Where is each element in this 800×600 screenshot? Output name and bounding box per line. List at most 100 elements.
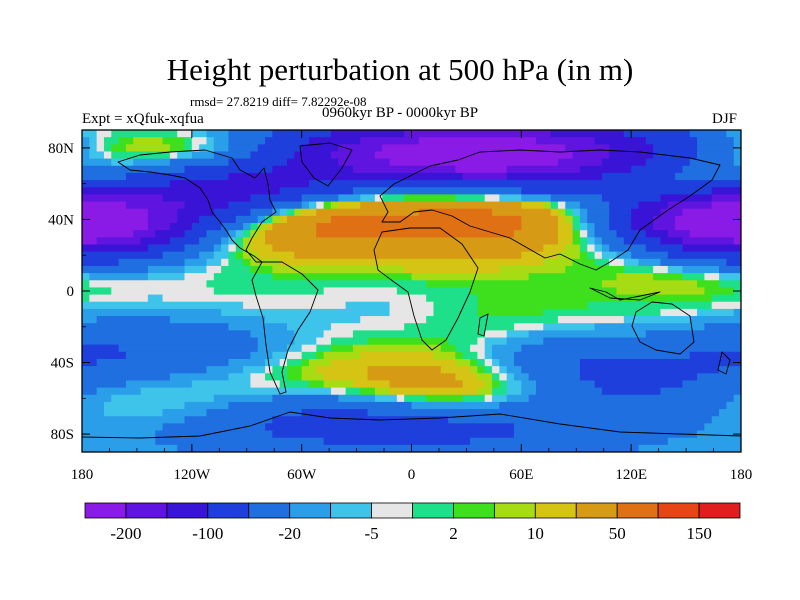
colorbar-box — [698, 502, 741, 519]
field-cell — [660, 208, 684, 217]
field-cell — [484, 344, 493, 353]
field-cell — [140, 387, 332, 396]
field-cell — [367, 373, 457, 382]
field-cell — [338, 144, 383, 153]
field-cell — [733, 151, 741, 160]
field-cell — [711, 201, 741, 210]
field-cell — [213, 287, 325, 296]
field-cell — [550, 208, 559, 217]
field-cell — [484, 330, 508, 339]
field-cell — [272, 223, 317, 231]
field-cell — [653, 265, 669, 274]
field-cell — [316, 351, 325, 360]
field-cell — [492, 380, 500, 389]
field-cell — [206, 130, 230, 138]
field-cell — [470, 344, 486, 353]
colorbar-box — [330, 502, 372, 519]
field-cell — [704, 273, 720, 281]
field-cell — [330, 344, 354, 353]
field-cell — [426, 394, 464, 403]
field-cell — [462, 394, 486, 403]
field-cell — [257, 144, 303, 153]
field-cell — [184, 244, 215, 253]
field-cell — [535, 380, 596, 389]
field-cell — [118, 258, 186, 267]
field-cell — [169, 223, 193, 231]
field-cell — [609, 244, 647, 253]
field-cell — [301, 144, 339, 153]
field-cell — [330, 387, 347, 396]
field-cell — [228, 230, 237, 238]
field-cell — [89, 294, 149, 303]
field-cell — [477, 294, 713, 303]
stats-label: rmsd= 27.8219 diff= 7.82292e-08 — [190, 94, 367, 109]
field-cell — [272, 165, 354, 174]
field-cell — [294, 337, 317, 346]
field-cell — [697, 430, 741, 439]
colorbar-box — [207, 502, 250, 519]
field-cell — [579, 165, 632, 174]
x-tick-label: 120W — [173, 467, 211, 483]
field-cell — [147, 265, 186, 274]
field-cell — [543, 201, 552, 210]
field-cell — [374, 394, 398, 403]
field-cell — [213, 244, 222, 253]
field-cell — [82, 158, 112, 167]
field-cell — [265, 373, 288, 382]
field-cell — [82, 258, 120, 267]
field-cell — [601, 158, 647, 167]
field-cell — [257, 344, 288, 353]
colorbar-box — [125, 502, 168, 519]
field-cell — [579, 358, 741, 367]
y-tick-label: 80N — [48, 141, 74, 157]
field-cell — [594, 137, 647, 145]
field-cell — [250, 330, 295, 339]
field-cell — [184, 230, 208, 238]
field-cell — [265, 137, 310, 145]
field-cell — [638, 444, 741, 452]
field-cell — [557, 237, 574, 246]
field-cell — [653, 223, 676, 231]
field-cell — [492, 208, 552, 217]
field-cell — [213, 151, 252, 160]
field-cell — [499, 358, 515, 367]
field-cell — [265, 358, 281, 367]
field-cell — [645, 137, 698, 145]
field-cell — [631, 165, 684, 174]
field-cell — [316, 223, 522, 231]
field-cell — [82, 351, 127, 360]
field-cell — [543, 308, 662, 317]
field-cell — [82, 409, 105, 417]
field-cell — [228, 137, 266, 145]
field-cell — [125, 351, 252, 360]
field-cell — [719, 366, 741, 374]
field-cell — [667, 201, 713, 210]
field-cell — [616, 287, 705, 296]
field-cell — [455, 344, 471, 353]
x-tick-label: 120E — [615, 467, 647, 483]
field-cell — [177, 151, 193, 160]
field-cell — [155, 437, 325, 446]
field-cell — [82, 130, 98, 138]
field-cell — [623, 265, 654, 274]
field-cell — [272, 201, 303, 210]
field-cell — [250, 223, 259, 231]
field-cell — [257, 230, 266, 238]
field-cell — [404, 323, 515, 331]
field-cell — [294, 330, 325, 339]
field-cell — [543, 337, 741, 346]
field-cell — [543, 244, 566, 253]
coastline-north-america — [117, 149, 277, 263]
field-cell — [82, 401, 105, 410]
field-cell — [587, 230, 596, 238]
field-cell — [177, 130, 193, 138]
field-cell — [162, 137, 186, 145]
field-cell — [521, 344, 741, 353]
field-cell — [228, 144, 259, 153]
field-cell — [82, 287, 112, 296]
field-cell — [697, 137, 735, 145]
field-cell — [697, 280, 720, 289]
field-cell — [572, 223, 581, 231]
field-cell — [572, 237, 581, 246]
field-cell — [462, 172, 508, 181]
